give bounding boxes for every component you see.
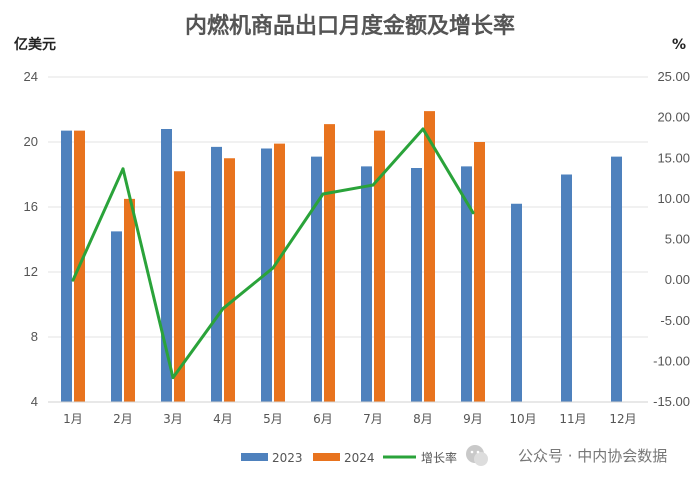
- bar-2024-7月: [374, 130, 385, 402]
- left-tick-label: 4: [31, 394, 38, 409]
- legend: 2023 2024 增长率: [241, 450, 457, 465]
- bar-2023-11月: [561, 174, 572, 402]
- growth-point-6月: [321, 192, 325, 196]
- x-tick-label: 7月: [363, 412, 383, 426]
- right-tick-label: 25.00: [657, 69, 690, 84]
- bar-2023-10月: [511, 203, 522, 402]
- bar-2023-8月: [411, 168, 422, 402]
- x-tick-label: 11月: [559, 412, 586, 426]
- bar-2023-7月: [361, 166, 372, 402]
- bars: [61, 111, 622, 402]
- bar-2023-2月: [111, 231, 122, 402]
- x-tick-label: 4月: [213, 412, 233, 426]
- bar-2023-12月: [611, 156, 622, 402]
- right-tick-label: -5.00: [660, 313, 690, 328]
- growth-point-3月: [171, 376, 175, 380]
- left-axis-ticks: 4 8 12 16 20 24: [24, 69, 38, 409]
- growth-point-2月: [121, 167, 125, 171]
- right-axis-ticks: -15.00 -10.00 -5.00 0.00 5.00 10.00 15.00 20.00…: [653, 69, 690, 409]
- legend-label: 增长率: [421, 450, 457, 465]
- x-tick-label: 10月: [509, 412, 536, 426]
- right-axis-unit: %: [672, 37, 686, 53]
- x-tick-label: 1月: [63, 412, 83, 426]
- growth-point-5月: [271, 266, 275, 270]
- growth-point-1月: [71, 278, 75, 282]
- x-tick-label: 5月: [263, 412, 283, 426]
- x-tick-label: 9月: [463, 412, 483, 426]
- right-tick-label: 10.00: [657, 191, 690, 206]
- left-tick-label: 24: [24, 69, 38, 84]
- watermark-text: 公众号 · 中内协会数据: [518, 447, 667, 465]
- left-tick-label: 16: [24, 199, 38, 214]
- left-axis-unit: 亿美元: [14, 36, 56, 53]
- growth-point-8月: [421, 127, 425, 131]
- chart-title: 内燃机商品出口月度金额及增长率: [185, 13, 515, 39]
- right-tick-label: -15.00: [653, 394, 690, 409]
- growth-point-7月: [371, 183, 375, 187]
- x-axis-ticks: 1月 2月 3月 4月 5月 6月 7月 8月 9月 10月 11月 12月: [63, 412, 636, 426]
- bar-2024-5月: [274, 143, 285, 402]
- x-tick-label: 3月: [163, 412, 183, 426]
- left-tick-label: 8: [31, 329, 38, 344]
- right-tick-label: 0.00: [665, 272, 690, 287]
- gridlines: [48, 76, 648, 338]
- bar-2024-2月: [124, 198, 135, 402]
- left-tick-label: 20: [24, 134, 38, 149]
- left-tick-label: 12: [24, 264, 38, 279]
- growth-point-9月: [471, 211, 475, 215]
- x-tick-label: 12月: [609, 412, 636, 426]
- bar-2024-9月: [474, 142, 485, 402]
- legend-swatch-2024: [313, 453, 340, 461]
- legend-label: 2024: [344, 451, 375, 465]
- legend-label: 2023: [272, 451, 303, 465]
- bar-2023-5月: [261, 148, 272, 402]
- growth-line: [71, 127, 475, 380]
- right-tick-label: 5.00: [665, 232, 690, 247]
- bar-2023-9月: [461, 166, 472, 402]
- bar-2023-3月: [161, 129, 172, 402]
- x-tick-label: 8月: [413, 412, 433, 426]
- bar-2024-8月: [424, 111, 435, 402]
- wechat-icon: [466, 445, 488, 466]
- right-tick-label: -10.00: [653, 353, 690, 368]
- growth-point-4月: [221, 307, 225, 311]
- x-tick-label: 2月: [113, 412, 133, 426]
- right-tick-label: 20.00: [657, 110, 690, 125]
- right-tick-label: 15.00: [657, 150, 690, 165]
- bar-2024-3月: [174, 171, 185, 402]
- bar-2023-6月: [311, 156, 322, 402]
- bar-2024-4月: [224, 158, 235, 402]
- legend-swatch-2023: [241, 453, 268, 461]
- x-tick-label: 6月: [313, 412, 333, 426]
- bar-2023-4月: [211, 146, 222, 402]
- bar-2023-1月: [61, 130, 72, 402]
- bar-2024-6月: [324, 124, 335, 402]
